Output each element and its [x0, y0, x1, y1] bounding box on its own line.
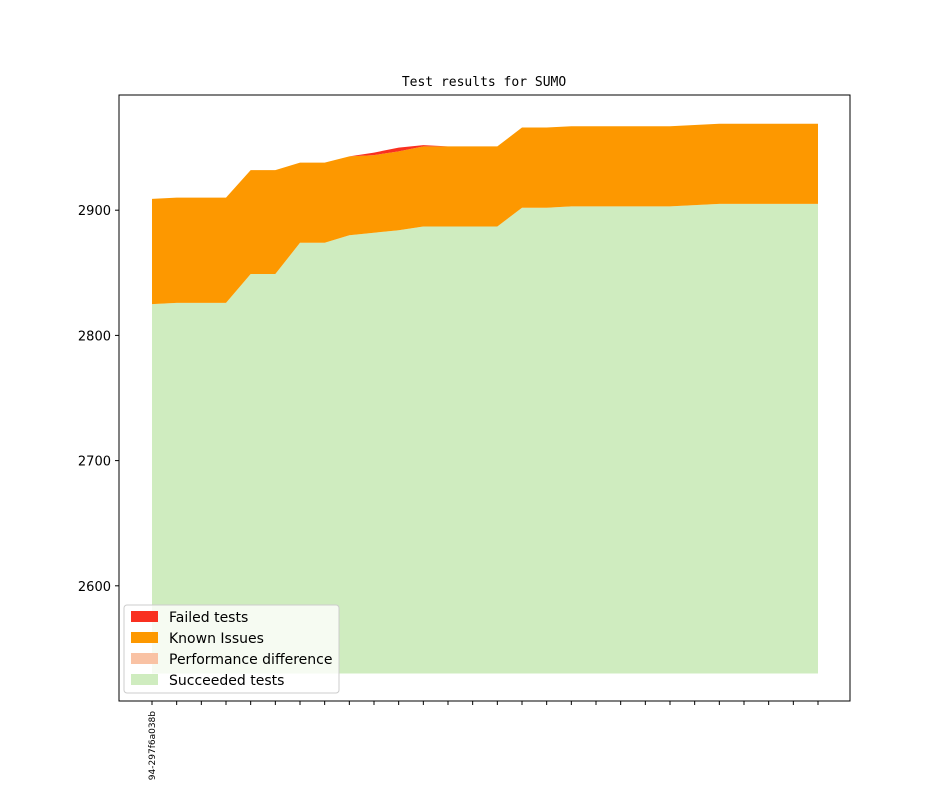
plot-frame — [118, 94, 851, 702]
area-known-issues — [152, 123, 818, 305]
y-tick-label: 2900 — [78, 204, 111, 219]
area-succeeded-tests — [152, 203, 818, 674]
legend: Failed tests Known Issues Performance diff… — [123, 604, 340, 694]
y-axis: 2600 2700 2800 2900 — [78, 204, 119, 595]
legend-swatch-performance-difference — [131, 653, 158, 664]
legend-label-performance-difference: Performance difference — [169, 652, 332, 668]
legend-swatch-failed-tests — [131, 611, 158, 622]
y-tick-label: 2700 — [78, 455, 111, 470]
y-tick-label: 2800 — [78, 329, 111, 344]
legend-label-known-issues: Known Issues — [169, 631, 264, 647]
legend-label-succeeded-tests: Succeeded tests — [169, 673, 284, 689]
y-tick-label: 2600 — [78, 580, 111, 595]
legend-frame — [123, 604, 340, 694]
x-axis: 94-297f6a038b — [148, 701, 819, 780]
x-tick-label: 94-297f6a038b — [148, 711, 158, 780]
chart-title: Test results for SUMO — [402, 75, 567, 90]
legend-label-failed-tests: Failed tests — [169, 610, 248, 626]
legend-swatch-succeeded-tests — [131, 674, 158, 685]
stacked-areas — [152, 123, 818, 674]
legend-swatch-known-issues — [131, 632, 158, 643]
